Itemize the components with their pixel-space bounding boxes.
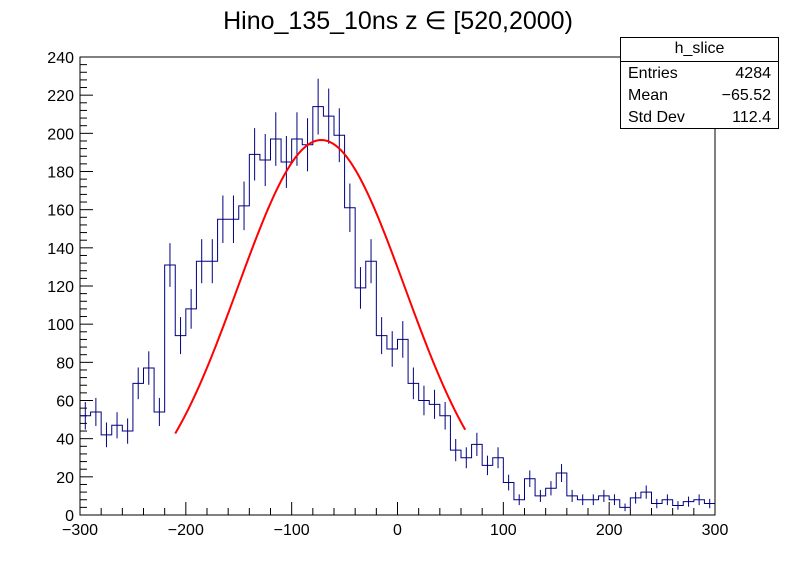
- y-tick-labels: 0 20 40 60 80 100 120 140 160 180 200 220 240: [47, 50, 74, 525]
- stats-label: Mean: [628, 87, 669, 104]
- y-tick-label: 120: [47, 279, 74, 296]
- x-tick-label: −100: [274, 522, 310, 539]
- stats-box: h_slice Entries 4284 Mean −65.52 Std Dev…: [620, 37, 779, 129]
- gaussian-fit-curve: [174, 139, 467, 434]
- axis-ticks: [79, 56, 716, 516]
- stats-value: −65.52: [721, 87, 771, 104]
- stats-value: 112.4: [732, 109, 771, 126]
- stats-label: Std Dev: [628, 109, 685, 126]
- y-tick-label: 100: [47, 317, 74, 334]
- x-tick-label: −200: [168, 522, 204, 539]
- stats-row-mean: Mean −65.52: [621, 84, 778, 106]
- y-tick-label: 240: [47, 50, 74, 67]
- stats-row-stddev: Std Dev 112.4: [621, 106, 778, 128]
- y-tick-label: 40: [56, 432, 74, 449]
- x-tick-label: −300: [62, 522, 98, 539]
- stats-box-name: h_slice: [621, 38, 778, 62]
- x-tick-labels: −300 −200 −100 0 100 200 300: [62, 522, 728, 539]
- error-bars: [84, 78, 711, 512]
- stats-value: 4284: [735, 65, 771, 82]
- x-tick-label: 200: [596, 522, 623, 539]
- y-tick-label: 140: [47, 241, 74, 258]
- y-tick-label: 180: [47, 165, 74, 182]
- histogram-line: [80, 106, 715, 508]
- x-tick-label: 0: [393, 522, 402, 539]
- y-tick-label: 60: [56, 394, 74, 411]
- y-tick-label: 0: [65, 508, 74, 525]
- x-tick-label: 300: [702, 522, 729, 539]
- y-tick-label: 160: [47, 203, 74, 220]
- y-tick-label: 220: [47, 88, 74, 105]
- x-tick-label: 100: [490, 522, 517, 539]
- stats-label: Entries: [628, 65, 678, 82]
- chart-title: Hino_135_10ns z ∈ [520,2000): [223, 7, 573, 35]
- y-tick-label: 20: [56, 470, 74, 487]
- y-tick-label: 80: [56, 355, 74, 372]
- y-tick-label: 200: [47, 126, 74, 143]
- stats-row-entries: Entries 4284: [621, 62, 778, 84]
